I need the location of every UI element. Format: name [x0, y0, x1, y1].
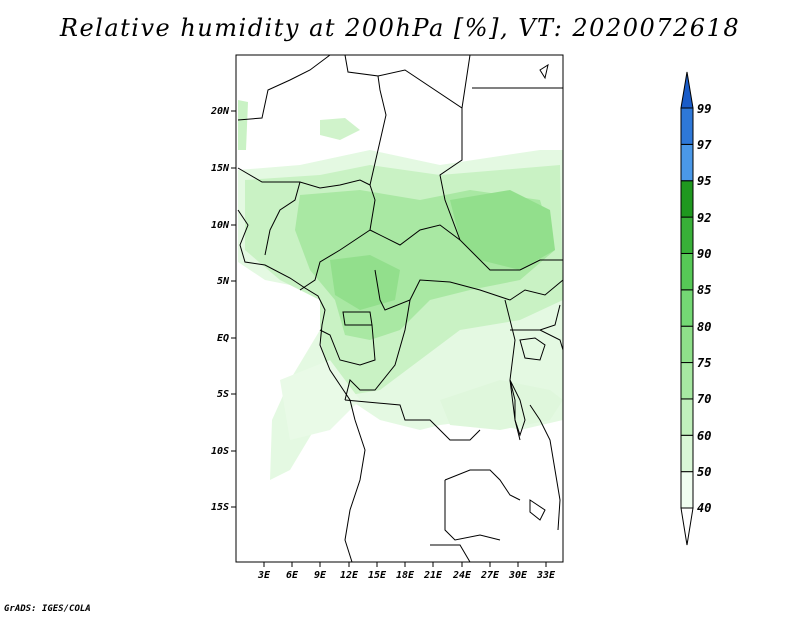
colorbar-segment	[680, 180, 694, 218]
colorbar-segment	[680, 362, 694, 400]
colorbar-low-triangle	[680, 507, 694, 546]
lat-label: 10S	[211, 446, 229, 457]
colorbar-segment	[680, 398, 694, 436]
longitude-labels: 3E 6E 9E 12E 15E 18E 21E 24E 27E 30E 33E	[257, 570, 556, 581]
lon-label: 27E	[480, 570, 500, 581]
colorbar-high-triangle	[680, 71, 694, 109]
lon-label: 18E	[396, 570, 415, 581]
lon-label: 6E	[286, 570, 299, 581]
lat-label: 5N	[217, 276, 230, 287]
coastline	[237, 209, 561, 531]
lat-label: 10N	[211, 220, 230, 231]
colorbar-label: 97	[697, 138, 712, 152]
grads-credit: GrADS: IGES/COLA	[4, 604, 91, 614]
lat-label: 20N	[210, 106, 230, 117]
lat-label: 5S	[217, 389, 229, 400]
colorbar-segment	[680, 434, 694, 473]
map-title: Relative humidity at 200hPa [%], VT: 202…	[59, 14, 741, 42]
lat-label: 15S	[211, 502, 229, 513]
colorbar-label: 85	[697, 283, 711, 297]
longitude-ticks	[263, 562, 547, 567]
colorbar-label: 75	[697, 356, 711, 370]
colorbar: 40 50 60 70 75 80 85 90 92 95 97 99	[680, 71, 712, 546]
lat-label: 15N	[211, 163, 230, 174]
colorbar-label: 70	[697, 392, 711, 406]
lon-label: 15E	[368, 570, 387, 581]
colorbar-segment	[680, 216, 694, 254]
lon-label: 24E	[452, 570, 472, 581]
colorbar-label: 95	[697, 174, 711, 188]
colorbar-segment	[680, 252, 694, 291]
country-borders	[237, 54, 564, 563]
latitude-ticks	[231, 110, 236, 508]
colorbar-segments	[680, 107, 694, 509]
colorbar-label: 99	[697, 102, 711, 116]
colorbar-segment	[680, 325, 694, 364]
colorbar-label: 92	[697, 211, 711, 225]
lon-label: 30E	[508, 570, 528, 581]
colorbar-segment	[680, 107, 694, 145]
lon-label: 21E	[423, 570, 443, 581]
lon-label: 12E	[340, 570, 359, 581]
colorbar-segment	[680, 289, 694, 327]
colorbar-label: 80	[697, 320, 711, 334]
lon-label: 3E	[257, 570, 271, 581]
lat-label: EQ	[217, 333, 229, 344]
humidity-shading	[238, 100, 563, 480]
map-frame	[235, 54, 564, 563]
colorbar-label: 40	[697, 501, 711, 515]
colorbar-label: 90	[697, 247, 711, 261]
colorbar-label: 60	[697, 429, 711, 443]
colorbar-segment	[680, 143, 694, 182]
latitude-labels: 20N 15N 10N 5N EQ 5S 10S 15S	[210, 106, 230, 513]
lon-label: 9E	[314, 570, 327, 581]
colorbar-segment	[680, 471, 694, 509]
colorbar-label: 50	[697, 465, 711, 479]
lakes	[509, 63, 549, 521]
lon-label: 33E	[536, 570, 556, 581]
colorbar-labels: 40 50 60 70 75 80 85 90 92 95 97 99	[697, 102, 712, 515]
